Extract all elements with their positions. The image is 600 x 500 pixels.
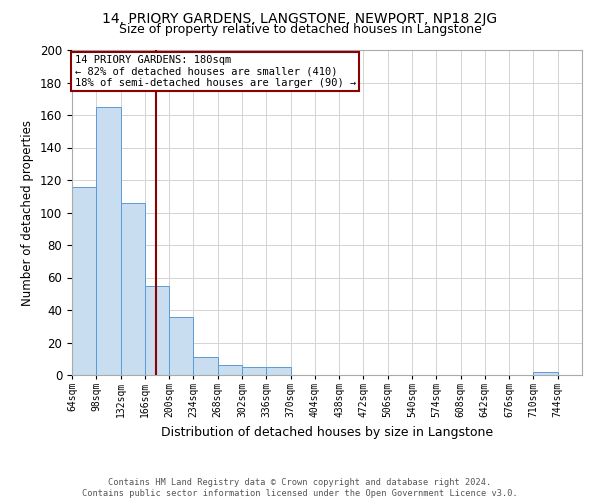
X-axis label: Distribution of detached houses by size in Langstone: Distribution of detached houses by size … <box>161 426 493 438</box>
Text: Contains HM Land Registry data © Crown copyright and database right 2024.
Contai: Contains HM Land Registry data © Crown c… <box>82 478 518 498</box>
Text: Size of property relative to detached houses in Langstone: Size of property relative to detached ho… <box>119 22 481 36</box>
Bar <box>266 367 290 375</box>
Bar <box>96 107 121 375</box>
Bar <box>533 372 558 375</box>
Bar <box>193 357 218 375</box>
Bar <box>242 367 266 375</box>
Bar <box>169 316 193 375</box>
Bar <box>72 186 96 375</box>
Bar <box>145 286 169 375</box>
Text: 14, PRIORY GARDENS, LANGSTONE, NEWPORT, NP18 2JG: 14, PRIORY GARDENS, LANGSTONE, NEWPORT, … <box>103 12 497 26</box>
Bar <box>121 203 145 375</box>
Y-axis label: Number of detached properties: Number of detached properties <box>22 120 34 306</box>
Text: 14 PRIORY GARDENS: 180sqm
← 82% of detached houses are smaller (410)
18% of semi: 14 PRIORY GARDENS: 180sqm ← 82% of detac… <box>74 55 356 88</box>
Bar <box>218 365 242 375</box>
